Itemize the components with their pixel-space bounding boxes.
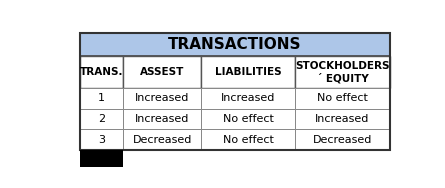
Bar xyxy=(123,129,201,150)
Text: Increased: Increased xyxy=(135,93,189,103)
Bar xyxy=(80,108,123,129)
Bar xyxy=(295,56,390,88)
Text: Increased: Increased xyxy=(315,114,370,124)
Text: 3: 3 xyxy=(98,135,105,145)
Text: LIABILITIES: LIABILITIES xyxy=(214,67,281,77)
Text: STOCKHOLDERS
´ EQUITY: STOCKHOLDERS ´ EQUITY xyxy=(295,61,390,83)
Bar xyxy=(295,88,390,108)
Bar xyxy=(80,33,390,56)
Bar xyxy=(123,108,201,129)
Text: No effect: No effect xyxy=(222,135,273,145)
Bar xyxy=(201,129,295,150)
Bar xyxy=(80,33,390,150)
Text: No effect: No effect xyxy=(222,114,273,124)
Bar xyxy=(80,56,123,88)
Bar xyxy=(123,56,201,88)
Bar xyxy=(80,88,123,108)
Bar xyxy=(295,108,390,129)
Text: 2: 2 xyxy=(98,114,105,124)
Bar xyxy=(80,129,123,150)
Text: Increased: Increased xyxy=(135,114,189,124)
Bar xyxy=(295,129,390,150)
Bar xyxy=(201,108,295,129)
Bar xyxy=(80,150,123,167)
Text: No effect: No effect xyxy=(317,93,368,103)
Text: ASSEST: ASSEST xyxy=(140,67,184,77)
Text: Decreased: Decreased xyxy=(313,135,372,145)
Text: TRANSACTIONS: TRANSACTIONS xyxy=(168,37,302,52)
Text: Increased: Increased xyxy=(221,93,275,103)
Text: 1: 1 xyxy=(98,93,105,103)
Text: TRANS.: TRANS. xyxy=(80,67,123,77)
Bar xyxy=(201,88,295,108)
Text: Decreased: Decreased xyxy=(133,135,192,145)
Bar xyxy=(123,88,201,108)
Bar xyxy=(201,56,295,88)
